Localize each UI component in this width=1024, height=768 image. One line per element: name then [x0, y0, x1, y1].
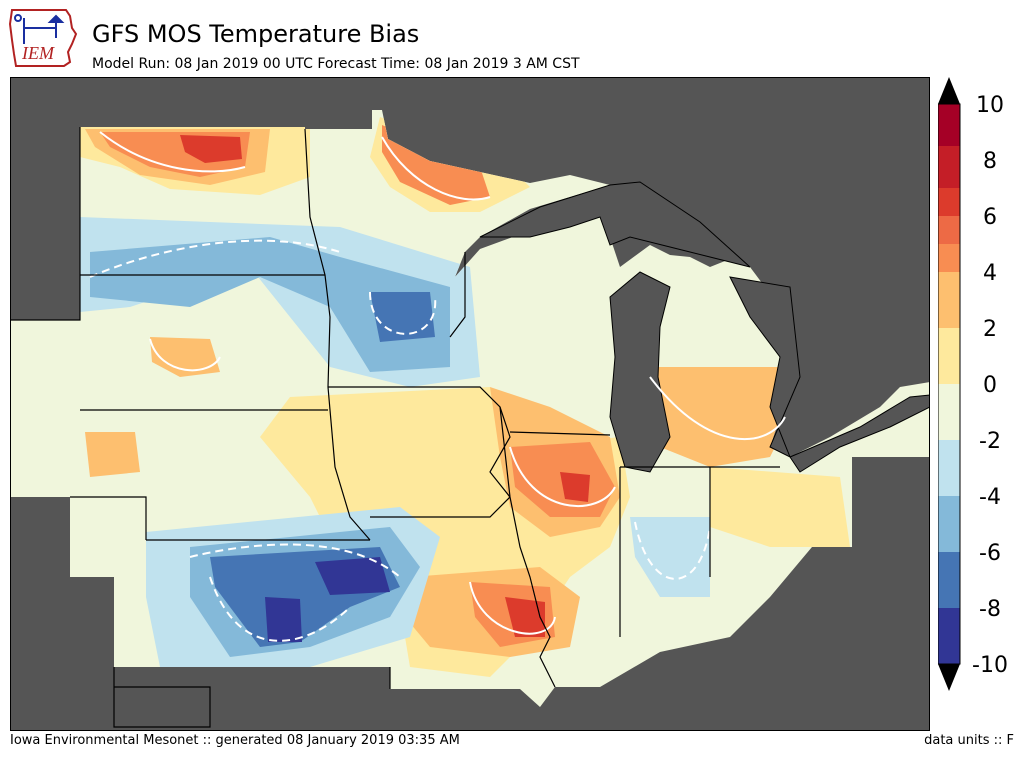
- contour-warm-region: [505, 597, 545, 637]
- colorbar-tick-label: 10: [976, 93, 1004, 118]
- colorbar-top-arrow-icon: [938, 77, 960, 104]
- bias-map: [10, 77, 930, 731]
- contour-cool-region: [315, 557, 390, 595]
- logo-text: IEM: [21, 43, 55, 63]
- colorbar: 10 8 6 4 2 0 -2 -4 -6 -8 -10: [938, 77, 1008, 691]
- contour-warm-region: [560, 472, 590, 502]
- contour-line: [149, 338, 221, 372]
- contour-line: [89, 239, 341, 278]
- colorbar-swatch: [938, 104, 960, 146]
- footer-units: data units :: F: [924, 733, 1014, 748]
- colorbar-swatch: [938, 440, 960, 496]
- state-border: [328, 386, 511, 498]
- lake-michigan: [609, 271, 671, 473]
- contour-warm-region: [710, 467, 850, 547]
- colorbar-tick-label: 4: [983, 261, 997, 286]
- contour-warm-region: [85, 432, 140, 477]
- contour-cool-region: [370, 292, 435, 342]
- contour-line: [381, 136, 491, 201]
- colorbar-tick-labels: 10 8 6 4 2 0 -2 -4 -6 -8 -10: [972, 93, 1008, 678]
- colorbar-tick-label: -2: [979, 429, 1001, 454]
- contour-warm-region: [180, 135, 242, 163]
- contour-cool-region: [90, 237, 450, 372]
- colorbar-swatch: [938, 146, 960, 188]
- colorbar-tick-label: -8: [979, 597, 1001, 622]
- colorbar-tick-label: 2: [983, 317, 997, 342]
- lake-superior: [479, 181, 751, 268]
- colorbar-tick-label: 8: [983, 149, 997, 174]
- contour-cool-region: [630, 517, 710, 597]
- colorbar-swatch: [938, 216, 960, 244]
- colorbar-swatch: [938, 188, 960, 216]
- colorbar-tick-label: 0: [983, 373, 997, 398]
- contour-line: [369, 291, 437, 335]
- state-border: [499, 406, 556, 688]
- contour-line: [99, 131, 246, 173]
- state-border: [509, 431, 611, 436]
- map-title: GFS MOS Temperature Bias: [92, 20, 420, 48]
- contour-line: [634, 521, 711, 580]
- colorbar-tick-label: -10: [972, 653, 1008, 678]
- colorbar-swatch: [938, 272, 960, 328]
- state-border: [70, 496, 147, 540]
- colorbar-bottom-arrow-icon: [938, 664, 960, 691]
- colorbar-tick-label: -4: [979, 485, 1001, 510]
- contour-line: [469, 581, 556, 635]
- state-borders: [10, 127, 780, 728]
- iowa-outline-icon: [8, 9, 78, 67]
- colorbar-swatch: [938, 328, 960, 384]
- contour-warm-region: [650, 367, 790, 467]
- colorbar-swatch: [938, 608, 960, 664]
- iem-logo: IEM: [8, 9, 78, 67]
- contour-line: [189, 543, 401, 578]
- state-border: [370, 496, 511, 518]
- colorbar-tick-label: -6: [979, 541, 1001, 566]
- state-border: [113, 667, 211, 728]
- contour-line: [649, 376, 786, 441]
- contour-negative-line-layer: [89, 239, 711, 642]
- state-border: [10, 127, 81, 321]
- contour-warm-region: [150, 337, 220, 377]
- map-subtitle: Model Run: 08 Jan 2019 00 UTC Forecast T…: [92, 56, 580, 72]
- weather-station-icon: [14, 14, 65, 44]
- colorbar-swatch: [938, 496, 960, 552]
- map-frame: [10, 77, 930, 731]
- contour-cool-region: [265, 597, 302, 642]
- colorbar-swatches: [938, 103, 961, 665]
- footer-credit: Iowa Environmental Mesonet :: generated …: [10, 733, 460, 748]
- contour-line: [509, 446, 616, 507]
- colorbar-swatch: [938, 244, 960, 272]
- colorbar-swatch: [938, 384, 960, 440]
- contour-line: [209, 576, 351, 642]
- lake-erie: [789, 394, 930, 473]
- colorbar-swatch: [938, 552, 960, 608]
- contour-line-layer: [99, 131, 786, 635]
- colorbar-tick-label: 6: [983, 205, 997, 230]
- state-border: [449, 252, 466, 338]
